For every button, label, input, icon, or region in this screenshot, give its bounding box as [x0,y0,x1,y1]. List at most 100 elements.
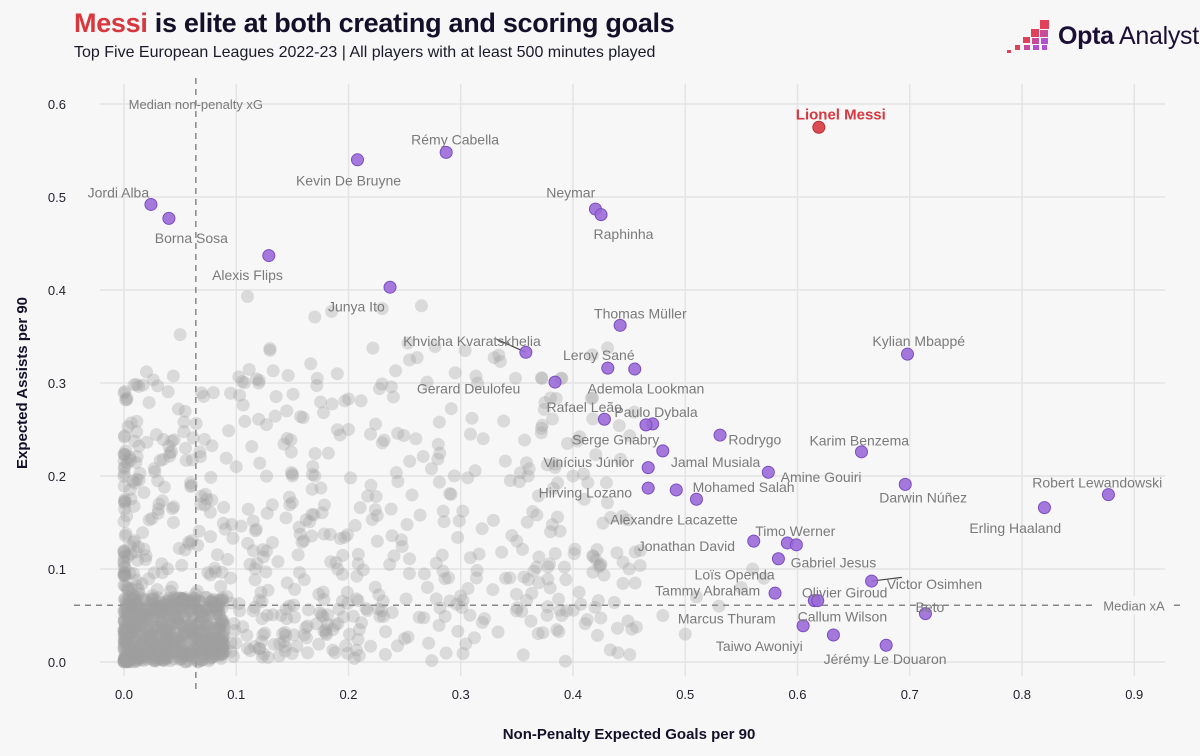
background-point [525,586,539,600]
background-point [450,597,464,611]
background-point [160,648,174,662]
background-point [119,567,133,581]
background-point [607,596,621,610]
background-point [330,367,344,381]
background-point [119,646,133,660]
background-point [215,593,229,607]
background-point [147,566,161,580]
background-point [530,560,544,574]
background-point [169,639,183,653]
background-point [227,617,241,631]
background-point [269,390,283,404]
background-point [187,591,201,605]
background-point [258,626,272,640]
background-point [151,591,165,605]
background-point [185,595,199,609]
background-point [293,565,307,579]
background-point [616,576,630,590]
y-tick-label: 0.5 [48,190,66,205]
background-point [144,647,158,661]
background-point [336,548,350,562]
background-point [216,516,230,530]
background-point [199,603,213,617]
background-point [161,598,175,612]
background-point [190,618,204,632]
background-point [201,601,215,615]
background-point [348,519,362,533]
background-point [172,591,186,605]
background-point [297,573,311,587]
background-point [559,573,573,587]
background-point [261,650,275,664]
background-point [505,529,519,543]
background-point [151,506,165,520]
background-point [195,653,209,667]
background-point [503,571,517,585]
background-point [198,610,212,624]
background-point [178,625,192,639]
background-point [142,513,156,527]
chart-subtitle: Top Five European Leagues 2022-23 | All … [74,44,656,61]
background-point [403,353,417,367]
background-point [147,597,161,611]
background-point [159,595,173,609]
background-point [601,341,615,355]
background-point [279,628,293,642]
background-point [215,635,229,649]
background-point [524,614,538,628]
background-point [228,623,242,637]
background-point [203,568,217,582]
background-point [248,524,262,538]
background-point [147,642,161,656]
background-point [216,640,230,654]
background-point [121,655,135,669]
background-point [185,624,199,638]
background-point [174,591,188,605]
background-point [284,445,298,459]
background-point [155,622,169,636]
background-point [129,597,143,611]
background-point [214,579,228,593]
background-point [168,597,182,611]
background-point [178,611,192,625]
background-point [443,487,457,501]
background-point [136,526,150,540]
background-point [132,379,146,393]
background-point [203,650,217,664]
background-point [229,460,243,474]
background-point [443,594,457,608]
background-point [142,604,156,618]
background-point [158,616,172,630]
background-point [156,652,170,666]
background-point [603,643,617,657]
background-point [356,563,370,577]
background-point [157,646,171,660]
background-point [560,604,574,618]
player-point [350,153,364,167]
background-point [175,648,189,662]
background-point [467,631,481,645]
background-point [184,622,198,636]
background-point [621,614,635,628]
background-point [203,652,217,666]
background-point [117,454,131,468]
background-point [142,572,156,586]
background-point [308,447,322,461]
background-point [126,624,140,638]
background-point [179,655,193,669]
background-point [130,598,144,612]
background-point [117,624,131,638]
background-point [117,654,131,668]
background-point [164,654,178,668]
background-point [142,646,156,660]
background-point [517,570,531,584]
background-point [204,631,218,645]
background-point [260,506,274,520]
background-point [162,625,176,639]
background-point [122,649,136,663]
background-point [410,351,424,365]
background-point [333,531,347,545]
background-point [117,551,131,565]
background-point [155,608,169,622]
background-point [161,608,175,622]
